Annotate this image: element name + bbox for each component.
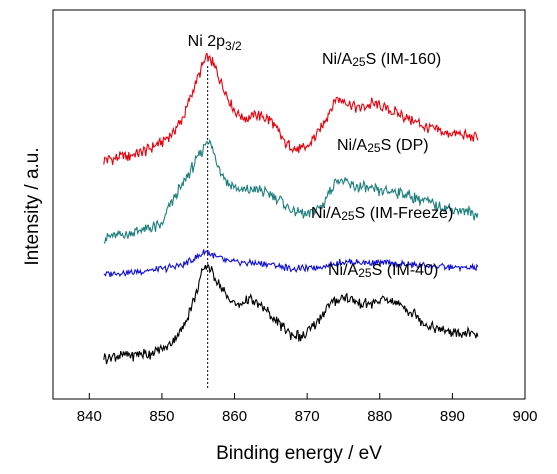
series-label-1: Ni/A25S (IM-Freeze): [311, 205, 453, 223]
x-tick-label: 900: [512, 408, 537, 425]
series-line-2: [103, 138, 479, 244]
x-tick-label: 850: [149, 408, 174, 425]
plot-area: 840 850 860 870 880 890 900 Binding energy / eV…: [22, 9, 538, 464]
series-label-3: Ni/A25S (IM-160): [322, 51, 441, 69]
x-tick-label: 890: [440, 408, 465, 425]
peak-annotation: Ni 2p3/2: [188, 33, 242, 53]
x-tick-label: 880: [367, 408, 392, 425]
series-line-3: [103, 52, 479, 165]
series-label-0: Ni/A25S (IM-40): [328, 262, 438, 280]
series-line-0: [103, 263, 479, 365]
series-label-2: Ni/A25S (DP): [337, 137, 429, 155]
y-axis-title: Intensity / a.u.: [22, 147, 43, 265]
series-line-1: [103, 249, 479, 278]
x-tick-label: 840: [77, 408, 102, 425]
plot-frame: [52, 9, 526, 400]
x-axis-title: Binding energy / eV: [216, 443, 382, 464]
x-tick-label: 860: [222, 408, 247, 425]
x-tick-label: 870: [295, 408, 320, 425]
